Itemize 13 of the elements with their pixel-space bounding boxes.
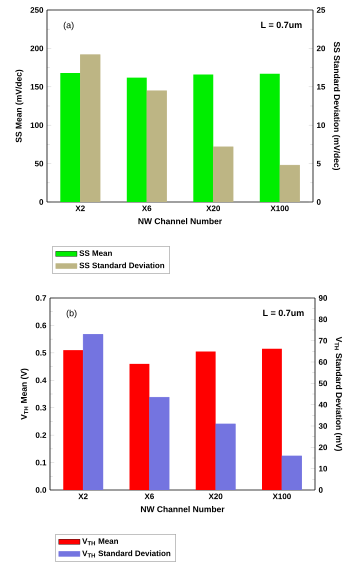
annotation: L = 0.7um: [261, 22, 302, 28]
annotation: (b): [66, 310, 77, 318]
bar: [196, 351, 216, 490]
x-axis-title: NW Channel Number: [140, 506, 224, 512]
bar: [262, 348, 282, 490]
y2-axis-title: SS Standard Deviation (mV/dec): [332, 42, 340, 170]
y-axis-title: SS Mean (mV/dec): [15, 70, 24, 142]
annotation: (a): [64, 22, 74, 30]
x-axis-title: NW Channel Number: [138, 218, 222, 224]
annotation: L = 0.7um: [263, 310, 304, 316]
bar: [280, 164, 300, 202]
y2-axis-title: V$_{TH}$ Standard Deviation (mV): [334, 336, 342, 451]
y-axis-title: V$_{TH}$ Mean (V): [20, 368, 29, 420]
